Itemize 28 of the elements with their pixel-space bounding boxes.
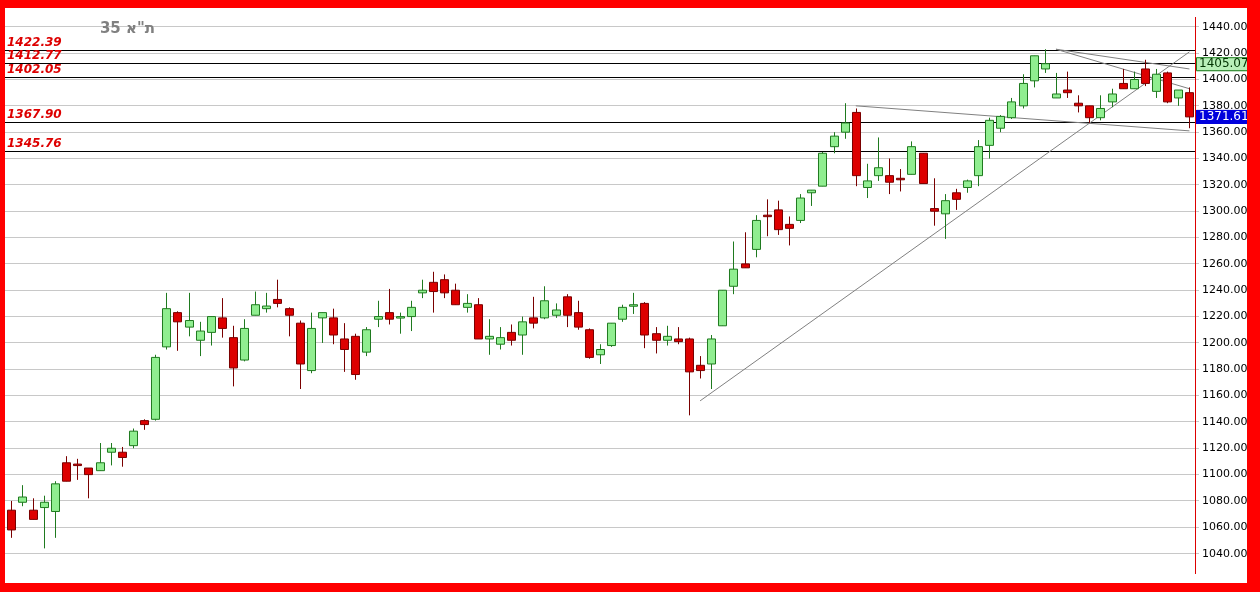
text: 1405.07 — [1199, 56, 1249, 71]
y-tick-label: 1280.00 — [1202, 230, 1248, 244]
text: 1371.61 — [1199, 109, 1249, 124]
y-tick-label: 1220.00 — [1202, 309, 1248, 323]
y-tick-label: 1300.00 — [1202, 204, 1248, 218]
ref-line-label: 1412.77 — [7, 47, 63, 62]
y-tick-label: 1060.00 — [1202, 520, 1248, 534]
y-tick-label: 1140.00 — [1202, 414, 1248, 428]
y-tick-label: 1320.00 — [1202, 177, 1248, 191]
y-tick-label: 1400.00 — [1202, 72, 1248, 86]
y-tick-label: 1360.00 — [1202, 125, 1248, 139]
ref-line-label: 1402.05 — [7, 61, 62, 76]
y-tick-label: 1040.00 — [1202, 546, 1248, 560]
y-tick-label: 1340.00 — [1202, 151, 1248, 165]
ref-line-label: 1345.76 — [7, 135, 62, 150]
y-tick-label: 1240.00 — [1202, 283, 1248, 297]
y-tick-label: 1380.00 — [1202, 98, 1248, 112]
y-tick-label: 1160.00 — [1202, 388, 1248, 402]
y-tick-label: 1440.00 — [1202, 19, 1248, 33]
ref-line-label: 1422.39 — [7, 34, 62, 49]
chart-title: ת"א 35 — [99, 18, 155, 37]
y-tick-label: 1200.00 — [1202, 335, 1248, 349]
y-tick-label: 1100.00 — [1202, 467, 1248, 481]
y-tick-label: 1180.00 — [1202, 362, 1248, 376]
y-tick-label: 1260.00 — [1202, 256, 1248, 270]
y-tick-label: 1080.00 — [1202, 493, 1248, 507]
ref-line-label: 1367.90 — [7, 106, 62, 121]
y-tick-label: 1120.00 — [1202, 441, 1248, 455]
